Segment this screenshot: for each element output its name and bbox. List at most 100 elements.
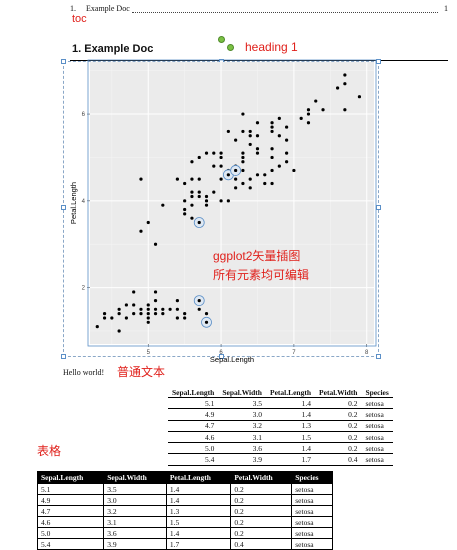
table-cell: setosa: [361, 454, 392, 465]
scatter-point: [147, 316, 150, 319]
toc-leader-dots: [132, 12, 438, 13]
y-tick-label: 4: [82, 199, 86, 205]
table-cell: 3.6: [104, 528, 167, 539]
scatter-point: [118, 329, 121, 332]
scatter-point: [256, 134, 259, 137]
table-header-row: Sepal.Length Sepal.Width Petal.Length Pe…: [168, 387, 393, 398]
selected-point-marker[interactable]: [194, 296, 204, 306]
rotate-handle-frame[interactable]: [218, 36, 225, 43]
table-cell: setosa: [361, 443, 392, 454]
scatter-point: [205, 152, 208, 155]
scatter-point: [241, 112, 244, 115]
body-paragraph[interactable]: Hello world!: [63, 368, 104, 377]
data-table-plain: Sepal.Length Sepal.Width Petal.Length Pe…: [168, 387, 393, 466]
scatter-point: [219, 199, 222, 202]
scatter-point: [190, 178, 193, 181]
table-cell: 3.0: [218, 409, 266, 420]
table-cell: setosa: [292, 539, 333, 550]
scatter-point: [219, 178, 222, 181]
table-cell: 1.4: [266, 409, 315, 420]
table-cell: 5.1: [168, 398, 218, 409]
table-cell: 0.4: [231, 539, 292, 550]
scatter-point: [278, 165, 281, 168]
scatter-point: [307, 121, 310, 124]
table-cell: 0.2: [315, 409, 361, 420]
scatter-point: [241, 156, 244, 159]
table-cell: 3.1: [218, 431, 266, 442]
table-header-cell: Sepal.Length: [38, 472, 104, 484]
table-cell: 1.3: [266, 420, 315, 431]
scatter-point: [343, 108, 346, 111]
scatter-point: [205, 312, 208, 315]
scatter-point: [285, 152, 288, 155]
table-header-cell: Species: [292, 472, 333, 484]
scatter-point: [285, 138, 288, 141]
scatter-point: [234, 138, 237, 141]
scatter-point: [270, 125, 273, 128]
scatter-point: [198, 156, 201, 159]
scatter-point: [118, 308, 121, 311]
table-annotation: 表格: [37, 442, 61, 459]
scatter-point: [176, 178, 179, 181]
scatter-point: [154, 312, 157, 315]
table-cell: 5.4: [168, 454, 218, 465]
scatter-point: [249, 130, 252, 133]
table-cell: 0.4: [315, 454, 361, 465]
scatter-point: [234, 178, 237, 181]
scatter-point: [176, 316, 179, 319]
scatter-point: [154, 299, 157, 302]
table-cell: 3.1: [104, 517, 167, 528]
table-cell: setosa: [361, 420, 392, 431]
table-cell: 1.4: [266, 443, 315, 454]
scatter-point: [307, 112, 310, 115]
selected-point-marker[interactable]: [231, 165, 241, 175]
table-header-cell: Petal.Width: [231, 472, 292, 484]
scatter-point: [161, 308, 164, 311]
scatter-point: [343, 73, 346, 76]
scatter-point: [212, 165, 215, 168]
selected-point-marker[interactable]: [202, 317, 212, 327]
table-cell: 0.2: [231, 517, 292, 528]
scatter-point: [219, 165, 222, 168]
table-cell: setosa: [292, 528, 333, 539]
table-header-cell: Sepal.Width: [218, 387, 266, 398]
table-cell: 0.2: [231, 528, 292, 539]
figure-annotation: ggplot2矢量插图 所有元素均可编辑: [213, 247, 309, 285]
table-header-cell: Sepal.Length: [168, 387, 218, 398]
scatter-point: [285, 160, 288, 163]
table-row: 4.7 3.2 1.3 0.2 setosa: [38, 506, 333, 517]
table-cell: 3.5: [104, 484, 167, 495]
scatter-point: [241, 169, 244, 172]
toc-entry[interactable]: 1. Example Doc 1: [70, 4, 448, 16]
table-row: 4.6 3.1 1.5 0.2 setosa: [168, 431, 393, 442]
scatter-point: [190, 195, 193, 198]
scatter-point: [256, 147, 259, 150]
scatter-point: [307, 108, 310, 111]
scatter-point: [190, 191, 193, 194]
scatter-point: [314, 99, 317, 102]
scatter-point: [169, 308, 172, 311]
table-cell: 5.0: [38, 528, 104, 539]
scatter-point: [241, 160, 244, 163]
scatter-point: [139, 312, 142, 315]
table-cell: 1.4: [166, 528, 230, 539]
scatter-point: [176, 299, 179, 302]
scatter-point: [292, 169, 295, 172]
table-cell: 3.2: [218, 420, 266, 431]
scatter-point: [190, 217, 193, 220]
scatter-point: [183, 312, 186, 315]
scatter-point: [321, 108, 324, 111]
table-cell: 1.4: [166, 484, 230, 495]
scatter-point: [241, 152, 244, 155]
scatter-point: [147, 312, 150, 315]
scatter-point: [118, 312, 121, 315]
scatter-chart[interactable]: 5 6 7 8 2 4 6 Sepal.Length Petal.Length: [60, 50, 380, 370]
scatter-point: [154, 290, 157, 293]
table-cell: 0.2: [231, 484, 292, 495]
selected-point-marker[interactable]: [194, 218, 204, 228]
scatter-point: [147, 221, 150, 224]
scatter-point: [205, 204, 208, 207]
toc-entry-page: 1: [444, 4, 448, 13]
scatter-point: [263, 173, 266, 176]
table-cell: setosa: [292, 484, 333, 495]
